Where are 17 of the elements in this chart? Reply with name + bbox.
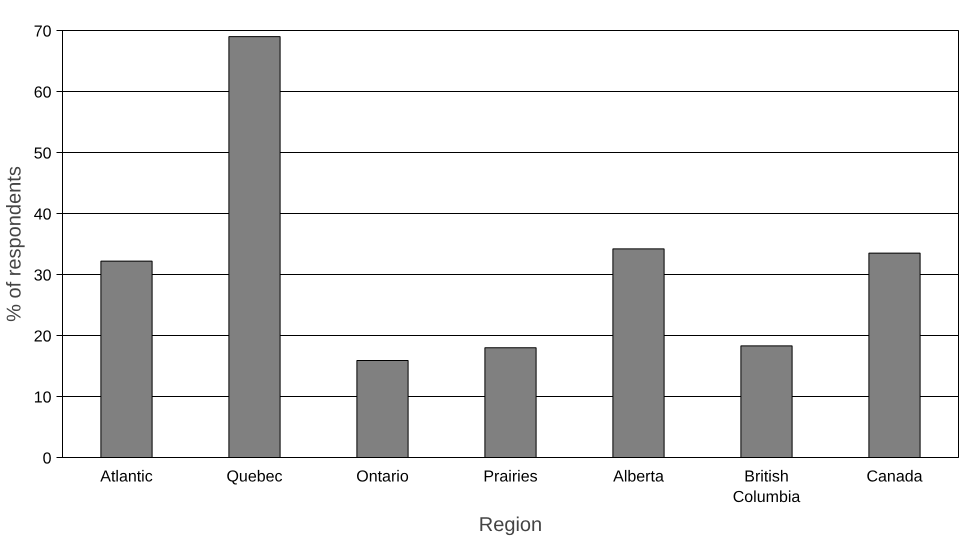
x-tick-label: Prairies [483,468,538,486]
x-tick-label: British Columbia [732,468,800,506]
y-tick-label: 30 [34,268,52,284]
x-tick-label: Canada [866,468,923,486]
x-axis-title: Region [478,514,542,536]
x-tick-label: Alberta [613,468,664,486]
y-tick-label: 70 [34,24,52,40]
y-tick-label: 50 [34,146,52,162]
x-tick-label: Ontario [356,468,409,486]
y-tick-label: 60 [34,84,52,102]
y-tick-label: 40 [34,206,52,224]
y-tick-label: 10 [34,390,52,406]
y-tick-label: 20 [34,328,52,346]
y-tick-label: 0 [42,450,52,468]
x-tick-label: Quebec [226,468,283,486]
y-axis-title: % of respondents [4,166,26,322]
x-tick-label: Atlantic [100,468,153,486]
